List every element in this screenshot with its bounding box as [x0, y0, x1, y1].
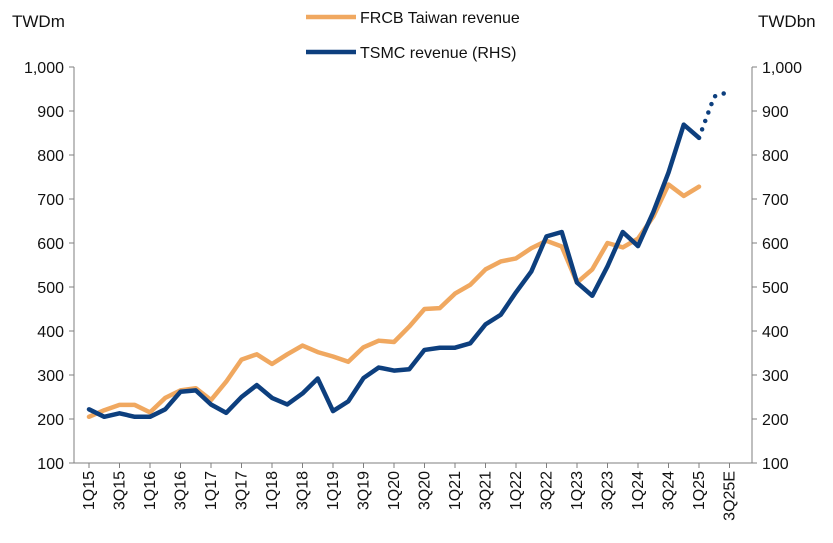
x-tick-label: 1Q15: [81, 471, 98, 510]
x-tick-label: 1Q25: [691, 471, 708, 510]
x-tick-label: 3Q16: [173, 471, 190, 510]
x-tick-label: 3Q17: [234, 471, 251, 510]
left-tick-label: 900: [37, 104, 64, 121]
x-tick-label: 3Q15: [112, 471, 129, 510]
x-tick-label: 3Q19: [356, 471, 373, 510]
right-tick-label: 500: [762, 280, 789, 297]
axes: 100 200 300 400 500 600 700 800 900 1,000 100 200 30…: [24, 60, 802, 521]
x-tick-label: 1Q18: [264, 471, 281, 510]
right-tick-label: 100: [762, 456, 789, 473]
series-line-tsmc-estimate: [696, 89, 732, 141]
x-tick-label: 3Q20: [417, 471, 434, 510]
right-tick-label: 800: [762, 148, 789, 165]
right-tick-label: 200: [762, 412, 789, 429]
x-tick-label: 1Q20: [386, 471, 403, 510]
right-tick-label: 600: [762, 236, 789, 253]
x-tick-label: 1Q19: [325, 471, 342, 510]
x-tick-label: 1Q17: [203, 471, 220, 510]
x-tick-label: 3Q21: [478, 471, 495, 510]
left-tick-label: 1,000: [24, 60, 64, 77]
x-tick-label: 1Q23: [569, 471, 586, 510]
x-tick-label: 1Q21: [447, 471, 464, 510]
x-tick-label: 3Q24: [661, 471, 678, 510]
x-tick-label: 1Q24: [630, 471, 647, 510]
legend-label-tsmc: TSMC revenue (RHS): [360, 45, 516, 62]
left-tick-label: 700: [37, 192, 64, 209]
x-tick-label: 3Q22: [539, 471, 556, 510]
legend-background: [268, 62, 538, 72]
left-tick-label: 300: [37, 368, 64, 385]
legend: FRCB Taiwan revenue TSMC revenue (RHS): [306, 10, 520, 62]
left-axis-unit: TWDm: [12, 12, 65, 31]
left-tick-label: 800: [37, 148, 64, 165]
x-tick-label: 3Q23: [600, 471, 617, 510]
series-lines: [86, 89, 732, 420]
series-line-frcb: [86, 182, 702, 420]
series-line-tsmc: [86, 122, 702, 420]
right-tick-label: 400: [762, 324, 789, 341]
right-tick-label: 900: [762, 104, 789, 121]
legend-label-frcb: FRCB Taiwan revenue: [360, 10, 520, 27]
right-tick-label: 1,000: [762, 60, 802, 77]
right-tick-label: 300: [762, 368, 789, 385]
x-tick-label: 3Q25E: [722, 471, 739, 521]
left-tick-label: 200: [37, 412, 64, 429]
left-tick-label: 100: [37, 456, 64, 473]
x-tick-label: 1Q16: [142, 471, 159, 510]
right-tick-label: 700: [762, 192, 789, 209]
left-tick-label: 400: [37, 324, 64, 341]
left-tick-label: 600: [37, 236, 64, 253]
x-tick-label: 1Q22: [508, 471, 525, 510]
x-tick-label: 3Q18: [295, 471, 312, 510]
right-axis-unit: TWDbn: [758, 12, 816, 31]
left-tick-label: 500: [37, 280, 64, 297]
